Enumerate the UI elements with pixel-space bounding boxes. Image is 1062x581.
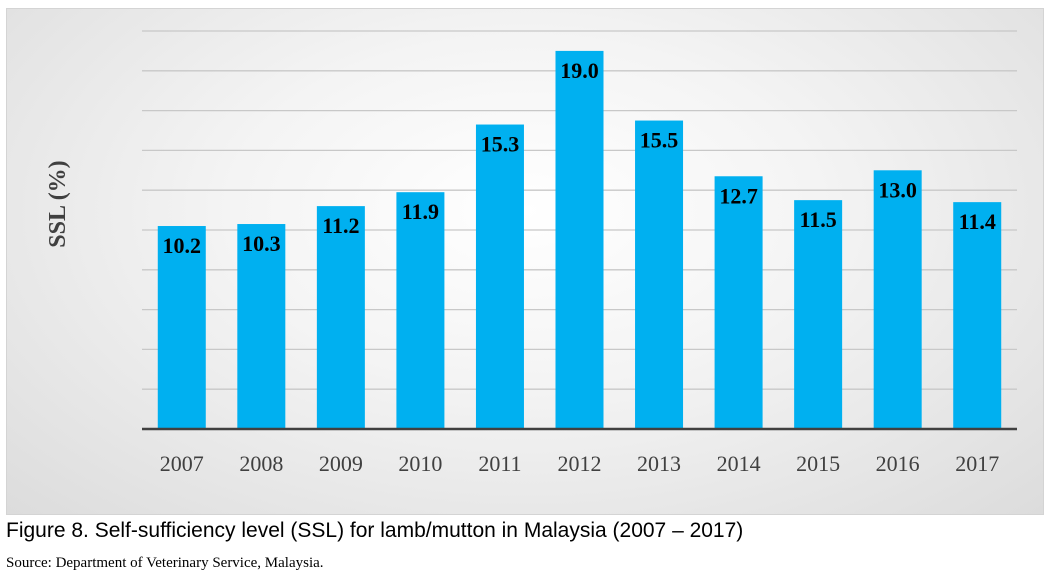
data-label-2017: 11.4 (959, 209, 996, 234)
bar-2016 (873, 170, 922, 430)
x-tick-label-2013: 2013 (637, 451, 681, 476)
bar-2014 (714, 176, 763, 429)
x-tick-label-2009: 2009 (319, 451, 363, 476)
bar-2015 (794, 200, 843, 429)
data-label-2010: 11.9 (402, 199, 439, 224)
bar-chart: 10.2 10.3 11.2 11.9 15.3 19.0 15.5 12.7 11.5 13.0… (45, 30, 1017, 476)
bars (157, 50, 1002, 430)
x-tick-label-2014: 2014 (717, 451, 761, 476)
data-labels: 10.2 10.3 11.2 11.9 15.3 19.0 15.5 12.7 11.5 13.0… (163, 58, 996, 258)
data-label-2012: 19.0 (560, 58, 599, 83)
data-label-2008: 10.3 (242, 231, 281, 256)
x-tick-label-2015: 2015 (796, 451, 840, 476)
bar-2011 (475, 124, 524, 429)
x-tick-labels: 2007 2008 2009 2010 2011 2012 2013 2014 2015 2016… (160, 451, 999, 476)
data-label-2013: 15.5 (640, 128, 679, 153)
x-tick-label-2016: 2016 (876, 451, 920, 476)
data-label-2009: 11.2 (322, 213, 359, 238)
bar-2007 (157, 226, 206, 429)
x-tick-label-2008: 2008 (239, 451, 283, 476)
chart-panel: 10.2 10.3 11.2 11.9 15.3 19.0 15.5 12.7 11.5 13.0… (6, 8, 1044, 515)
x-tick-label-2010: 2010 (398, 451, 442, 476)
bar-2009 (316, 206, 365, 429)
x-tick-label-2012: 2012 (558, 451, 602, 476)
data-label-2011: 15.3 (481, 132, 520, 157)
bar-2013 (635, 120, 684, 430)
y-axis-title: SSL (%) (45, 160, 71, 247)
bar-2010 (396, 192, 445, 429)
bar-2008 (237, 224, 286, 429)
data-label-2016: 13.0 (878, 177, 917, 202)
figure-caption: Figure 8. Self-sufficiency level (SSL) f… (6, 519, 744, 542)
data-label-2007: 10.2 (163, 233, 202, 258)
data-label-2014: 12.7 (719, 183, 758, 208)
source-note: Source: Department of Veterinary Service… (6, 555, 324, 571)
x-tick-label-2017: 2017 (955, 451, 999, 476)
x-tick-label-2011: 2011 (478, 451, 521, 476)
x-tick-label-2007: 2007 (160, 451, 204, 476)
bar-2012 (555, 50, 604, 430)
bar-2017 (953, 202, 1002, 429)
data-label-2015: 11.5 (799, 207, 836, 232)
